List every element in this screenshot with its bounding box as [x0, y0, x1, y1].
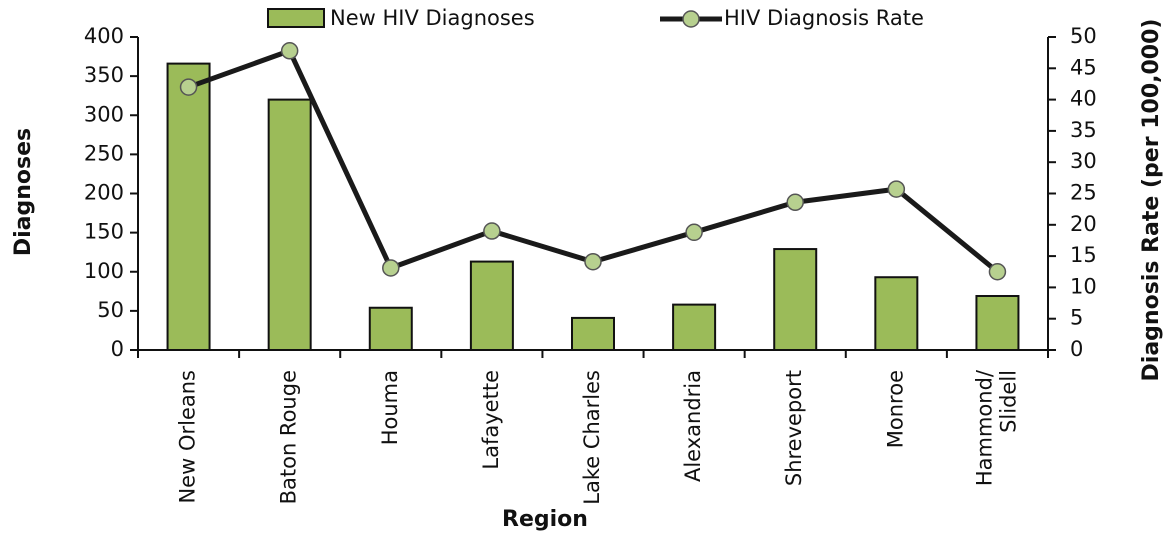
rate-marker [382, 259, 400, 277]
y-tick-label: 200 [84, 181, 124, 205]
y2-tick-label: 20 [1070, 212, 1097, 236]
bar [571, 316, 615, 352]
legend-swatch [267, 8, 325, 28]
y2-tick-label: 25 [1070, 181, 1097, 205]
x-tick-label: Lafayette [479, 370, 503, 470]
rate-marker [887, 180, 906, 198]
x-tick-label: New Orleans [176, 370, 200, 504]
x-tick-label: Lake Charles [580, 370, 604, 505]
y2-tick-label: 40 [1070, 87, 1097, 111]
x-axis-title: Region [502, 507, 588, 532]
y-tick-label: 300 [84, 102, 124, 126]
y-tick-label: 0 [111, 337, 124, 361]
x-tick-label: Shreveport [782, 370, 806, 486]
y-tick-label: 150 [84, 220, 124, 244]
legend-label: New HIV Diagnoses [330, 6, 535, 30]
rate-marker [179, 78, 198, 96]
bar [267, 98, 312, 351]
y2-tick-label: 45 [1070, 55, 1097, 79]
bar [368, 306, 413, 351]
y-tick-label: 400 [84, 24, 124, 48]
y-tick-label: 250 [84, 141, 124, 165]
rate-marker [988, 263, 1007, 281]
y-tick-label: 100 [84, 259, 124, 283]
x-tick-label: Baton Rouge [277, 370, 301, 504]
rate-marker [584, 252, 602, 271]
x-tick-label: Hammond/Slidell [972, 369, 1020, 486]
x-tick-label: Houma [378, 370, 402, 445]
x-tick-label: Alexandria [681, 370, 705, 482]
bar [469, 260, 514, 352]
rate-marker [280, 42, 299, 60]
y2-tick-label: 5 [1070, 306, 1083, 330]
y2-tick-label: 10 [1070, 274, 1097, 298]
bar [672, 303, 717, 351]
y2-axis-title: Diagnosis Rate (per 100,000) [1139, 19, 1164, 382]
y-axis-title: Diagnoses [11, 128, 36, 256]
bar [874, 276, 919, 352]
rate-marker [483, 222, 501, 240]
y-tick-label: 50 [97, 298, 124, 322]
x-tick-label: Monroe [883, 370, 907, 448]
y2-tick-label: 30 [1070, 149, 1097, 173]
bar [773, 248, 818, 351]
y2-tick-label: 15 [1070, 243, 1097, 267]
bar [975, 295, 1020, 352]
bar [166, 62, 211, 351]
y-tick-label: 350 [84, 63, 124, 87]
y2-tick-label: 35 [1070, 118, 1097, 142]
legend-marker [682, 10, 700, 28]
y2-tick-label: 50 [1070, 24, 1097, 48]
rate-marker [685, 223, 703, 242]
rate-marker [786, 193, 804, 212]
legend-label: HIV Diagnosis Rate [724, 6, 924, 30]
y2-tick-label: 0 [1070, 337, 1083, 361]
